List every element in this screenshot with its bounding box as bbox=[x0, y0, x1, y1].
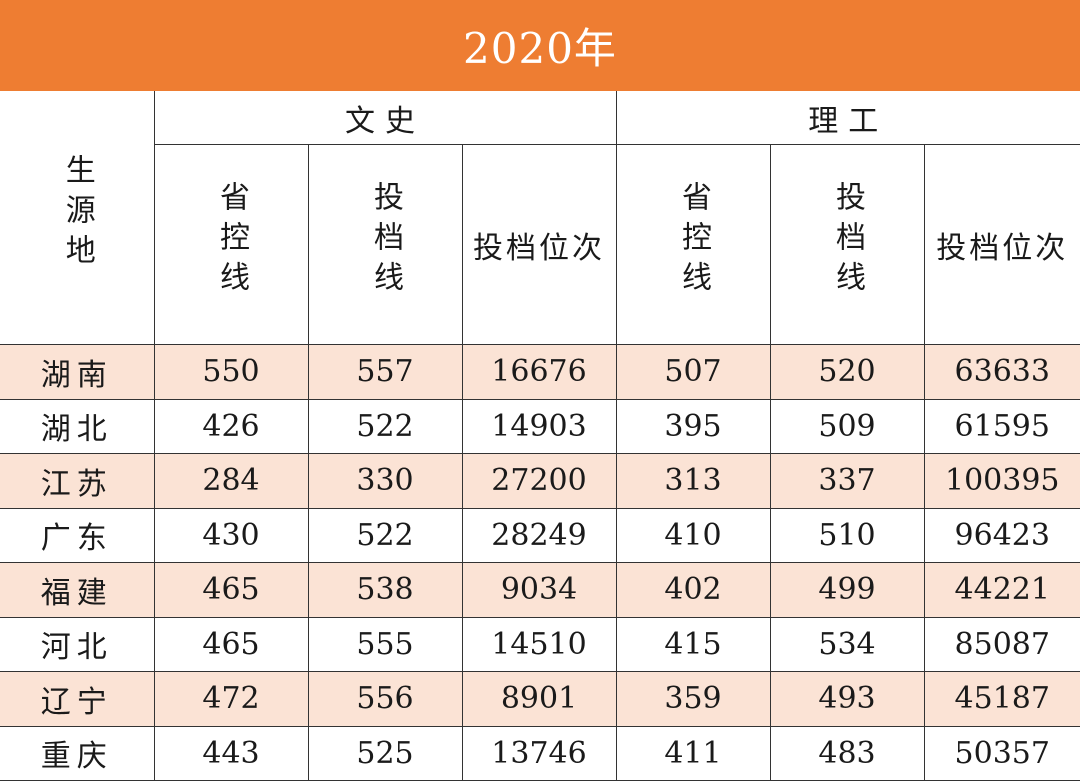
sub-header-label: 投档位次 bbox=[936, 230, 1069, 266]
value-cell: 557 bbox=[307, 344, 462, 400]
value-cell: 472 bbox=[153, 671, 308, 727]
value-cell: 550 bbox=[153, 344, 308, 400]
value-cell: 9034 bbox=[461, 562, 616, 618]
value-cell: 395 bbox=[615, 399, 770, 454]
value-cell: 402 bbox=[615, 562, 770, 618]
table-row: 湖北 426 522 14903 395 509 61595 bbox=[0, 399, 1080, 454]
value-cell: 426 bbox=[153, 399, 308, 454]
region-cell: 福建 bbox=[0, 562, 154, 618]
value-cell: 410 bbox=[615, 508, 770, 563]
region-cell: 重庆 bbox=[0, 726, 154, 781]
sub-header-admission-line: 投档线 bbox=[769, 144, 924, 345]
value-cell: 313 bbox=[615, 453, 770, 509]
value-cell: 337 bbox=[769, 453, 924, 509]
table-title: 2020年 bbox=[0, 0, 1080, 91]
value-cell: 510 bbox=[769, 508, 924, 563]
value-cell: 50357 bbox=[923, 726, 1080, 781]
table-row: 重庆 443 525 13746 411 483 50357 bbox=[0, 726, 1080, 781]
table-row: 广东 430 522 28249 410 510 96423 bbox=[0, 508, 1080, 563]
value-cell: 14510 bbox=[461, 617, 616, 672]
table-row: 福建 465 538 9034 402 499 44221 bbox=[0, 562, 1080, 618]
region-cell: 江苏 bbox=[0, 453, 154, 509]
value-cell: 8901 bbox=[461, 671, 616, 727]
value-cell: 522 bbox=[307, 508, 462, 563]
region-cell: 广东 bbox=[0, 508, 154, 563]
table-row: 辽宁 472 556 8901 359 493 45187 bbox=[0, 671, 1080, 727]
value-cell: 63633 bbox=[923, 344, 1080, 400]
value-cell: 16676 bbox=[461, 344, 616, 400]
value-cell: 555 bbox=[307, 617, 462, 672]
region-cell: 湖南 bbox=[0, 344, 154, 400]
value-cell: 465 bbox=[153, 617, 308, 672]
value-cell: 14903 bbox=[461, 399, 616, 454]
sub-header-label: 省控线 bbox=[214, 180, 249, 301]
value-cell: 525 bbox=[307, 726, 462, 781]
table-row: 河北 465 555 14510 415 534 85087 bbox=[0, 617, 1080, 672]
sub-header-label: 省控线 bbox=[676, 180, 711, 301]
value-cell: 359 bbox=[615, 671, 770, 727]
value-cell: 415 bbox=[615, 617, 770, 672]
value-cell: 556 bbox=[307, 671, 462, 727]
value-cell: 483 bbox=[769, 726, 924, 781]
value-cell: 493 bbox=[769, 671, 924, 727]
group-header-ligong: 理工 bbox=[615, 91, 1080, 145]
value-cell: 522 bbox=[307, 399, 462, 454]
value-cell: 45187 bbox=[923, 671, 1080, 727]
sub-header-admission-rank: 投档位次 bbox=[461, 144, 616, 345]
value-cell: 96423 bbox=[923, 508, 1080, 563]
value-cell: 61595 bbox=[923, 399, 1080, 454]
sub-header-label: 投档线 bbox=[368, 180, 403, 301]
value-cell: 44221 bbox=[923, 562, 1080, 618]
value-cell: 520 bbox=[769, 344, 924, 400]
sub-header-provincial-line: 省控线 bbox=[615, 144, 770, 345]
value-cell: 443 bbox=[153, 726, 308, 781]
value-cell: 507 bbox=[615, 344, 770, 400]
value-cell: 534 bbox=[769, 617, 924, 672]
region-cell: 湖北 bbox=[0, 399, 154, 454]
table-row: 江苏 284 330 27200 313 337 100395 bbox=[0, 453, 1080, 509]
sub-header-label: 投档位次 bbox=[473, 230, 605, 266]
value-cell: 85087 bbox=[923, 617, 1080, 672]
admission-score-table: 生源地 文史 理工 省控线 投档线 投档位次 省控线 投档线 投档位次 湖南 5… bbox=[0, 91, 1080, 781]
origin-header-label: 生源地 bbox=[59, 153, 95, 274]
region-cell: 辽宁 bbox=[0, 671, 154, 727]
value-cell: 27200 bbox=[461, 453, 616, 509]
value-cell: 13746 bbox=[461, 726, 616, 781]
value-cell: 411 bbox=[615, 726, 770, 781]
value-cell: 465 bbox=[153, 562, 308, 618]
sub-header-provincial-line: 省控线 bbox=[153, 144, 308, 345]
value-cell: 100395 bbox=[923, 453, 1080, 509]
group-header-wenshi: 文史 bbox=[153, 91, 616, 145]
sub-header-admission-rank: 投档位次 bbox=[923, 144, 1080, 345]
value-cell: 538 bbox=[307, 562, 462, 618]
region-cell: 河北 bbox=[0, 617, 154, 672]
value-cell: 28249 bbox=[461, 508, 616, 563]
value-cell: 509 bbox=[769, 399, 924, 454]
value-cell: 330 bbox=[307, 453, 462, 509]
sub-header-label: 投档线 bbox=[830, 180, 865, 301]
table-row: 湖南 550 557 16676 507 520 63633 bbox=[0, 344, 1080, 400]
origin-header: 生源地 bbox=[0, 91, 155, 345]
value-cell: 499 bbox=[769, 562, 924, 618]
value-cell: 284 bbox=[153, 453, 308, 509]
value-cell: 430 bbox=[153, 508, 308, 563]
sub-header-admission-line: 投档线 bbox=[307, 144, 462, 345]
